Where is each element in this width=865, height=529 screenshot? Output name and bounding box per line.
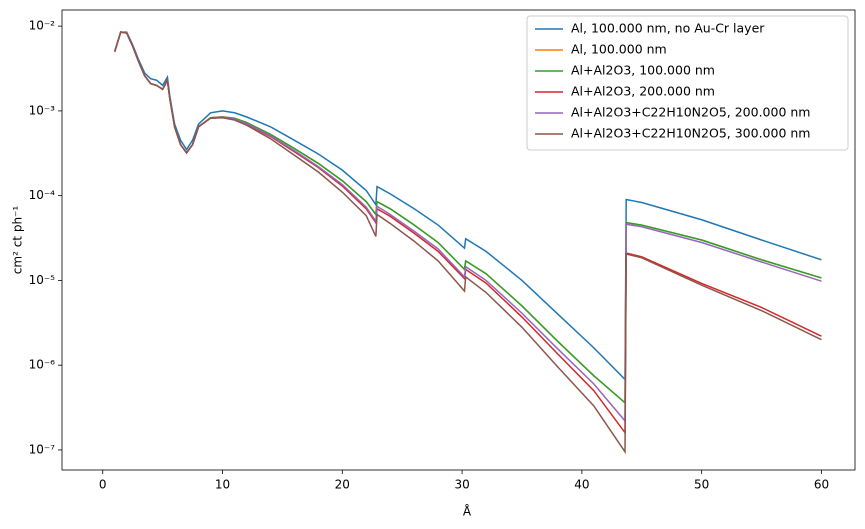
- legend-label: Al+Al2O3+C22H10N2O5, 200.000 nm: [571, 105, 810, 120]
- x-tick-label: 0: [99, 478, 107, 492]
- legend-label: Al+Al2O3, 100.000 nm: [571, 63, 715, 78]
- legend-label: Al+Al2O3+C22H10N2O5, 300.000 nm: [571, 126, 810, 141]
- y-tick-label: 10⁻⁴: [29, 188, 56, 202]
- x-axis-label: Å: [463, 504, 472, 519]
- x-tick-label: 60: [814, 478, 829, 492]
- legend-label: Al, 100.000 nm: [571, 42, 667, 57]
- x-tick-label: 50: [694, 478, 709, 492]
- y-tick-label: 10⁻⁷: [29, 442, 56, 456]
- y-axis-label: cm² ct ph⁻¹: [11, 206, 25, 275]
- x-tick-label: 10: [215, 478, 230, 492]
- data-line: [113, 31, 822, 455]
- x-tick-label: 20: [335, 478, 350, 492]
- y-tick-label: 10⁻²: [29, 19, 56, 33]
- y-tick-label: 10⁻³: [29, 103, 56, 117]
- plot-frame: [61, 9, 856, 471]
- x-tick-label: 30: [454, 478, 469, 492]
- legend-label: Al, 100.000 nm, no Au-Cr layer: [571, 21, 765, 36]
- legend-box: [526, 15, 849, 151]
- y-tick-label: 10⁻⁵: [29, 273, 56, 287]
- x-tick-label: 40: [574, 478, 589, 492]
- data-line: [113, 31, 822, 382]
- legend-label: Al+Al2O3, 200.000 nm: [571, 84, 715, 99]
- y-tick-label: 10⁻⁶: [29, 358, 56, 372]
